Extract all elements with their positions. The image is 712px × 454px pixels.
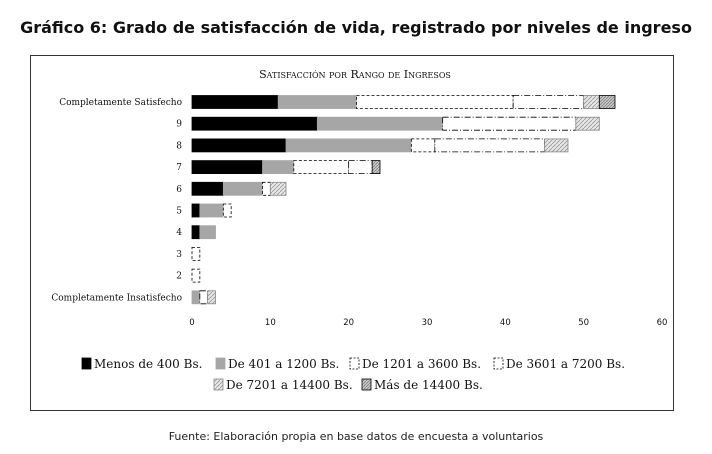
bar-segment bbox=[191, 290, 201, 305]
figure-heading: Gráfico 6: Grado de satisfacción de vida… bbox=[20, 18, 692, 37]
bar-segment bbox=[512, 95, 585, 109]
category-label: 7 bbox=[176, 163, 182, 173]
legend-label: De 401 a 1200 Bs. bbox=[228, 357, 339, 371]
category-label: Completamente Satisfecho bbox=[59, 98, 182, 108]
x-tick-label: 10 bbox=[265, 318, 276, 328]
legend-label: Menos de 400 Bs. bbox=[94, 357, 202, 371]
bar-segment bbox=[191, 225, 201, 240]
bar-segment bbox=[222, 203, 232, 218]
legend-swatch bbox=[361, 378, 372, 391]
bar-segment bbox=[191, 116, 318, 131]
bar-segment bbox=[348, 160, 373, 175]
bar-segment bbox=[356, 95, 514, 109]
bar-segment bbox=[191, 246, 201, 261]
bar-segment bbox=[262, 160, 295, 175]
legend-label: Más de 14400 Bs. bbox=[374, 378, 483, 392]
legend-swatch bbox=[349, 357, 360, 370]
legend-label: De 7201 a 14400 Bs. bbox=[226, 378, 353, 392]
bar-segment bbox=[285, 138, 412, 153]
x-tick-label: 20 bbox=[343, 318, 354, 328]
source-note: Fuente: Elaboración propia en base datos… bbox=[168, 430, 544, 443]
legend: Menos de 400 Bs. De 401 a 1200 Bs. De 1201… bbox=[81, 357, 625, 392]
stacked-bar-chart: Satisfacción por Rango de Ingresos 0 10 20… bbox=[51, 68, 668, 392]
bar-segment bbox=[410, 138, 436, 153]
bar-segment bbox=[191, 203, 201, 218]
bar-segment bbox=[199, 203, 224, 218]
legend-label: De 1201 a 3600 Bs. bbox=[362, 357, 481, 371]
bar-segment bbox=[199, 290, 209, 305]
legend-swatch bbox=[215, 357, 226, 370]
x-tick-label: 40 bbox=[500, 318, 511, 328]
bar-segment bbox=[598, 95, 616, 109]
category-label: 8 bbox=[176, 141, 182, 151]
x-tick-label: 50 bbox=[578, 318, 589, 328]
bar-segment bbox=[277, 95, 357, 109]
plot-area: 0 10 20 30 40 50 60 Completamente Satisfecho 9 8 7… bbox=[51, 95, 668, 328]
category-label: 9 bbox=[176, 120, 182, 130]
category-label: 4 bbox=[176, 228, 182, 238]
bar-segment bbox=[191, 160, 263, 175]
x-tick-label: 60 bbox=[657, 318, 668, 328]
bar-segment bbox=[207, 290, 216, 305]
legend-swatch bbox=[493, 357, 504, 370]
bar-segment bbox=[293, 160, 350, 175]
bar-segment bbox=[199, 225, 216, 240]
chart-title: Satisfacción por Rango de Ingresos bbox=[259, 68, 451, 81]
bar-segment bbox=[191, 268, 201, 283]
bar-segment bbox=[575, 116, 600, 131]
legend-swatch bbox=[81, 357, 92, 370]
bar-segment bbox=[262, 181, 271, 196]
bar-segment bbox=[269, 181, 287, 196]
bar-segment bbox=[434, 138, 545, 153]
category-label: 6 bbox=[176, 185, 182, 195]
bar-segment bbox=[442, 116, 577, 131]
x-tick-label: 30 bbox=[422, 318, 433, 328]
bar-segment bbox=[544, 138, 569, 153]
bar-segment bbox=[191, 138, 287, 153]
category-label: 5 bbox=[176, 207, 182, 217]
chart-frame bbox=[30, 55, 674, 411]
bar-segment bbox=[371, 160, 381, 175]
category-label: Completamente Insatisfecho bbox=[51, 293, 182, 303]
legend-label: De 3601 a 7200 Bs. bbox=[506, 357, 625, 371]
bar-segment bbox=[583, 95, 600, 109]
category-label: 2 bbox=[176, 272, 182, 282]
x-tick-label: 0 bbox=[189, 318, 194, 328]
legend-swatch bbox=[213, 378, 224, 391]
bar-segment bbox=[316, 116, 444, 131]
bar-segment bbox=[191, 95, 279, 109]
bar-segment bbox=[222, 181, 263, 196]
bar-segment bbox=[191, 181, 224, 196]
category-label: 3 bbox=[176, 250, 182, 260]
